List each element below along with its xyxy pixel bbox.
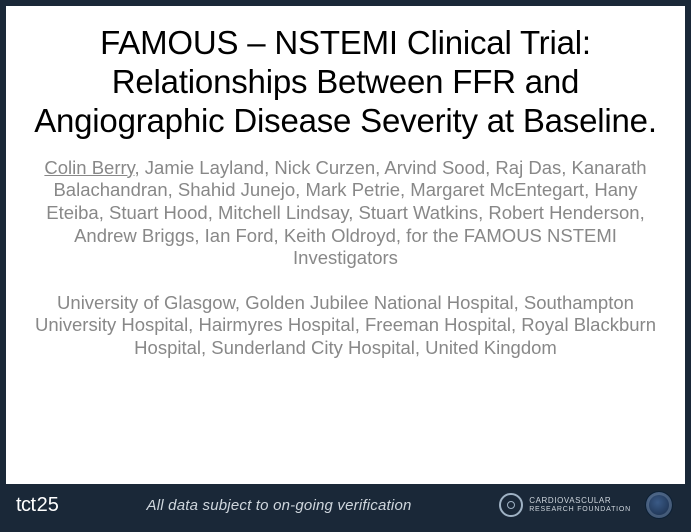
seal-icon [645, 491, 673, 519]
slide-footer: tct25 All data subject to on-going verif… [6, 484, 685, 526]
crf-line2: RESEARCH FOUNDATION [529, 506, 631, 513]
slide-content: FAMOUS – NSTEMI Clinical Trial: Relation… [6, 6, 685, 484]
footer-disclaimer: All data subject to on-going verificatio… [69, 497, 489, 514]
crf-ring-icon [499, 493, 523, 517]
tct-logo-number: 25 [37, 494, 59, 517]
crf-logo: CARDIOVASCULAR RESEARCH FOUNDATION [499, 493, 631, 517]
crf-ring-inner-icon [507, 501, 515, 509]
tct-logo: tct25 [16, 494, 59, 517]
slide-title: FAMOUS – NSTEMI Clinical Trial: Relation… [30, 24, 661, 141]
affiliations-block: University of Glasgow, Golden Jubilee Na… [30, 292, 661, 360]
crf-line1: CARDIOVASCULAR [529, 497, 631, 505]
authors-block: Colin Berry, Jamie Layland, Nick Curzen,… [30, 157, 661, 270]
slide-frame: FAMOUS – NSTEMI Clinical Trial: Relation… [6, 6, 685, 526]
crf-text: CARDIOVASCULAR RESEARCH FOUNDATION [529, 497, 631, 513]
tct-logo-text: tct [16, 494, 36, 517]
coauthors: , Jamie Layland, Nick Curzen, Arvind Soo… [46, 157, 646, 268]
lead-author: Colin Berry [44, 157, 134, 178]
